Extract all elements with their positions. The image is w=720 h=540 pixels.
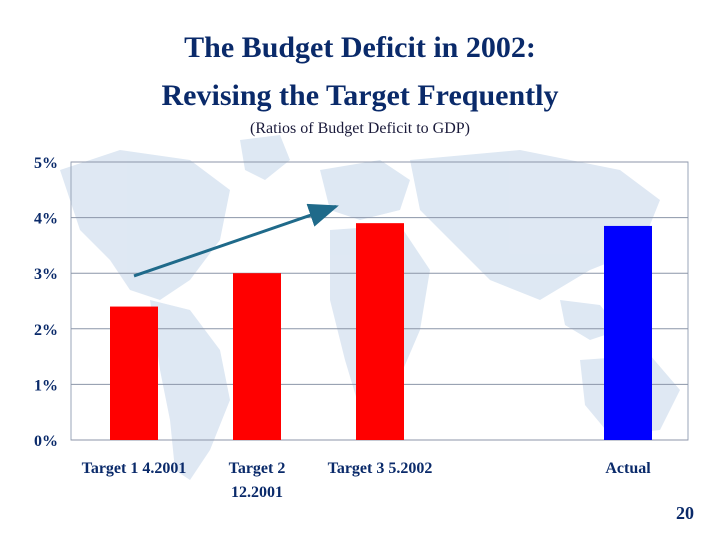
y-tick-label: 1% — [34, 377, 58, 394]
y-tick-label: 2% — [34, 322, 58, 339]
bar-target-2 — [233, 273, 281, 440]
x-category-label-line: Target 3 5.2002 — [328, 460, 433, 477]
x-category-label-line: Target 1 4.2001 — [82, 460, 187, 477]
slide-title-line-2: Revising the Target Frequently — [161, 79, 559, 112]
x-category-label: Actual — [605, 460, 651, 477]
chart-subtitle: (Ratios of Budget Deficit to GDP) — [250, 120, 470, 137]
slide-title-line-1: The Budget Deficit in 2002: — [184, 31, 536, 64]
y-tick-label: 0% — [34, 433, 58, 450]
x-category-label-line: 12.2001 — [231, 484, 283, 501]
bar-target-3 — [356, 223, 404, 440]
y-tick-label: 5% — [34, 155, 58, 172]
bar-actual — [604, 225, 652, 440]
x-category-label-line: Actual — [605, 460, 651, 477]
y-tick-label: 4% — [34, 211, 58, 228]
y-tick-label: 3% — [34, 266, 58, 283]
x-category-label: Target 2 12.2001 — [229, 460, 286, 501]
x-category-label: Target 3 5.2002 — [328, 460, 433, 477]
page-number: 20 — [676, 503, 694, 523]
trend-arrow — [133, 203, 339, 278]
bar-target-1 — [110, 306, 158, 440]
x-category-label-line: Target 2 — [229, 460, 286, 477]
x-category-label: Target 1 4.2001 — [82, 460, 187, 477]
